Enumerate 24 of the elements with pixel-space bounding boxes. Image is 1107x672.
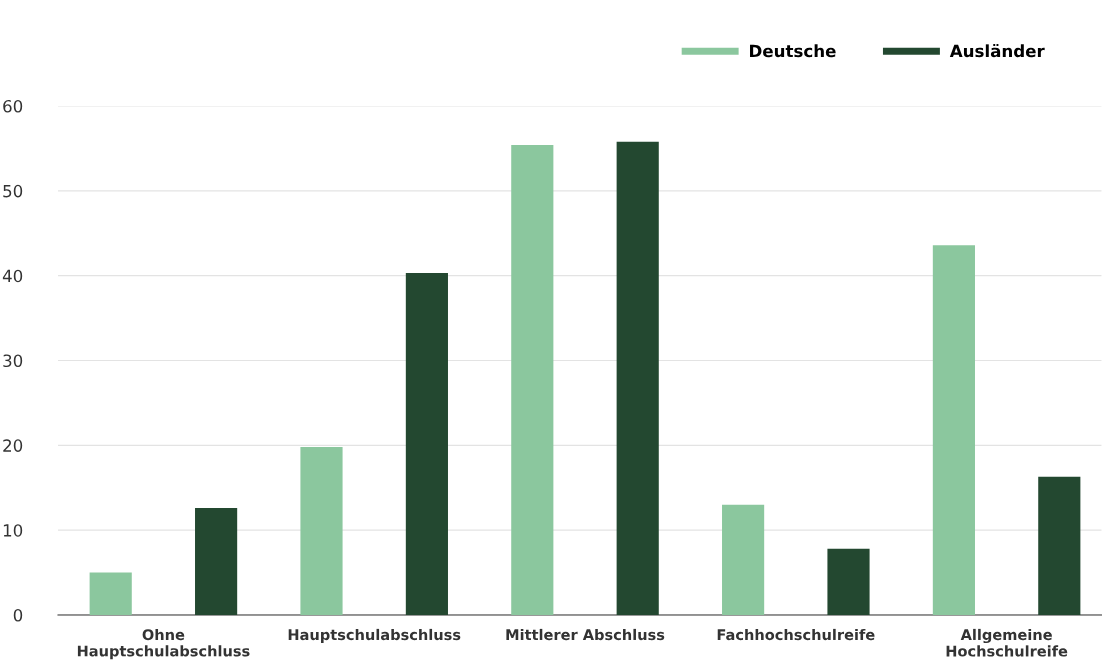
bar bbox=[616, 141, 659, 615]
y-tick-label: 20 bbox=[3, 439, 23, 452]
bar bbox=[722, 504, 765, 615]
bar bbox=[195, 508, 238, 615]
y-tick-label: 60 bbox=[3, 99, 23, 113]
y-tick-label: 10 bbox=[3, 524, 23, 537]
x-tick-label: Allgemeine Hochschulreife bbox=[946, 628, 1068, 657]
bar bbox=[511, 145, 554, 615]
x-tick-label: Ohne Hauptschulabschluss bbox=[77, 628, 250, 660]
y-tick-label: 0 bbox=[13, 608, 23, 622]
bar bbox=[827, 548, 870, 615]
bar bbox=[1038, 476, 1081, 615]
y-tick-label: 40 bbox=[2, 269, 23, 283]
legend-label: Ausländer bbox=[949, 44, 1045, 58]
x-tick-label: Fachhochschulreife bbox=[717, 628, 875, 641]
y-tick-label: 30 bbox=[3, 354, 23, 368]
y-tick-label: 50 bbox=[3, 184, 23, 198]
x-tick-label: Hauptschulabschluss bbox=[288, 628, 461, 643]
bar bbox=[300, 447, 343, 615]
legend-label: Deutsche bbox=[750, 44, 836, 58]
bar bbox=[89, 572, 132, 615]
bar bbox=[405, 273, 448, 615]
x-tick-label: Mittlerer Abschluss bbox=[506, 628, 665, 641]
bar bbox=[932, 245, 975, 615]
